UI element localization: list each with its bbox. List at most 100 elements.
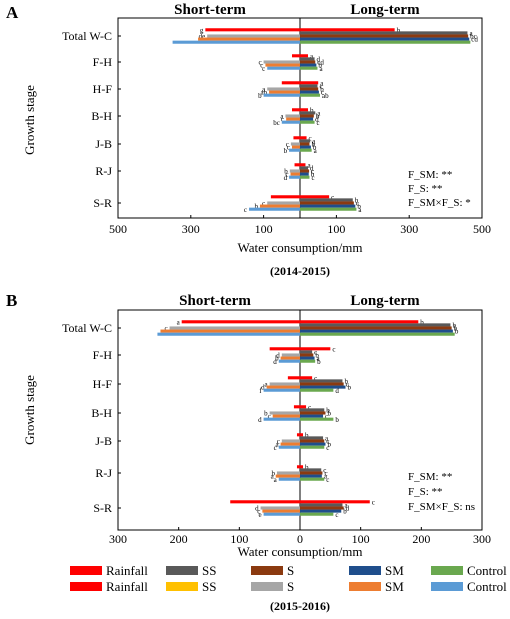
bar-long-sm (300, 145, 311, 149)
sig-letter-long: c (314, 374, 317, 382)
x-tick-label-b: 100 (352, 532, 370, 546)
sig-letter-long: a (320, 79, 324, 87)
sig-letter-short: g (200, 26, 204, 34)
sig-letter-long: c (321, 89, 324, 97)
bar-long-sm (300, 63, 317, 67)
sig-letter-short: b (284, 168, 288, 176)
sig-letter-long: c (356, 200, 359, 208)
sig-letter-short: c (287, 144, 290, 152)
bar-short-sm (291, 145, 300, 149)
sig-letter-short: a (280, 113, 284, 121)
sig-letter-long: d (310, 164, 314, 172)
short-term-header-a: Short-term (174, 2, 246, 18)
sig-letter-long: b (397, 26, 401, 34)
bar-long-s (300, 411, 326, 415)
bar-long-s (300, 471, 323, 475)
sig-letter-long: b (455, 328, 459, 336)
sig-letter-long: c (326, 476, 329, 484)
sig-letter-long: b (357, 203, 361, 211)
bar-long-rainfall (300, 500, 370, 504)
bar-short-rainfall (230, 500, 300, 504)
sig-letter-long: b (326, 406, 330, 414)
bar-short-control (281, 120, 300, 124)
sig-letter-long: a (324, 473, 328, 481)
sig-letter-short: c (258, 59, 261, 67)
bar-long-s (300, 506, 344, 510)
bar-long-s (300, 382, 344, 386)
sig-letter-short: e (258, 511, 261, 519)
bar-long-ss (300, 350, 313, 354)
bar-long-s (300, 169, 310, 173)
bar-long-sm (300, 329, 453, 333)
bar-long-sm (300, 356, 315, 360)
sig-letter-long: c (326, 444, 329, 452)
legend-swatch-ss (166, 582, 198, 591)
sig-letter-long: d (335, 387, 339, 395)
legend-swatch-rainfall (70, 582, 102, 591)
bar-long-ss (300, 468, 322, 472)
stats-text-b: F_SM×F_S: ns (408, 501, 475, 513)
sig-letter-short: d (255, 505, 259, 513)
sig-letter-long: b (311, 171, 315, 179)
bar-short-sm (286, 117, 300, 121)
sig-letter-short: de (199, 33, 206, 41)
category-label-a: R-J (95, 164, 112, 178)
bar-short-sm (262, 509, 300, 513)
sig-letter-long: b (313, 144, 317, 152)
bar-short-rainfall (291, 54, 300, 58)
short-term-header-b: Short-term (179, 293, 251, 309)
x-tick-label-a: 300 (400, 222, 418, 236)
panel-b: B Short-term Long-term Growth stage Wate… (6, 291, 483, 613)
legend-label-s: S (287, 579, 294, 594)
bar-long-sm (300, 509, 342, 513)
bar-long-control (300, 93, 321, 97)
bar-short-s (267, 201, 300, 205)
stats-text-b: F_S: ** (408, 486, 443, 498)
bar-short-control (278, 477, 300, 481)
category-label-a: Total W-C (62, 29, 112, 43)
legend-swatch-s (251, 582, 283, 591)
bar-long-s (300, 60, 316, 64)
x-tick-label-b: 200 (412, 532, 430, 546)
bar-long-s (300, 87, 319, 91)
sig-letter-short: bc (273, 119, 280, 127)
sig-letter-long: cd (471, 36, 478, 44)
bar-short-control (249, 207, 300, 211)
bar-long-ss (300, 84, 318, 88)
legend-label-s: S (287, 563, 294, 578)
sig-letter-short: c (257, 508, 260, 516)
sig-letter-short: a (275, 441, 279, 449)
stats-text-a: F_SM×F_S: * (408, 197, 471, 209)
x-tick-label-b: 300 (473, 532, 491, 546)
legend-label-rainfall: Rainfall (106, 563, 148, 578)
sig-letter-long: b (311, 141, 315, 149)
category-label-b: S-R (93, 501, 112, 515)
legend-label-control: Control (467, 579, 507, 594)
x-tick-label-a: 500 (473, 222, 491, 236)
legend-swatch-control (431, 582, 463, 591)
bar-short-rainfall (205, 28, 300, 32)
bar-short-rainfall (293, 405, 300, 409)
sig-letter-short: a (271, 473, 275, 481)
legend-swatch-sm (349, 582, 381, 591)
bar-short-s (269, 382, 300, 386)
sig-letter-long: b (327, 410, 331, 418)
bar-short-s (260, 506, 300, 510)
bar-long-rainfall (300, 163, 306, 167)
bar-short-rainfall (294, 163, 300, 167)
sig-letter-long: c (319, 82, 322, 90)
bar-short-s (169, 326, 300, 330)
sig-letter-long: b (315, 352, 319, 360)
sig-letter-long: a (317, 355, 321, 363)
bar-short-sm (269, 90, 300, 94)
legend-swatch-s (251, 566, 283, 575)
category-label-b: H-F (93, 377, 113, 391)
sig-letter-long: a (307, 161, 311, 169)
sig-letter-long: b (420, 318, 424, 326)
bar-short-control (263, 93, 300, 97)
sig-letter-short: a (262, 86, 266, 94)
sig-letter-long: b (305, 463, 309, 471)
sig-letter-long: c (314, 348, 317, 356)
bar-short-sm (160, 329, 300, 333)
